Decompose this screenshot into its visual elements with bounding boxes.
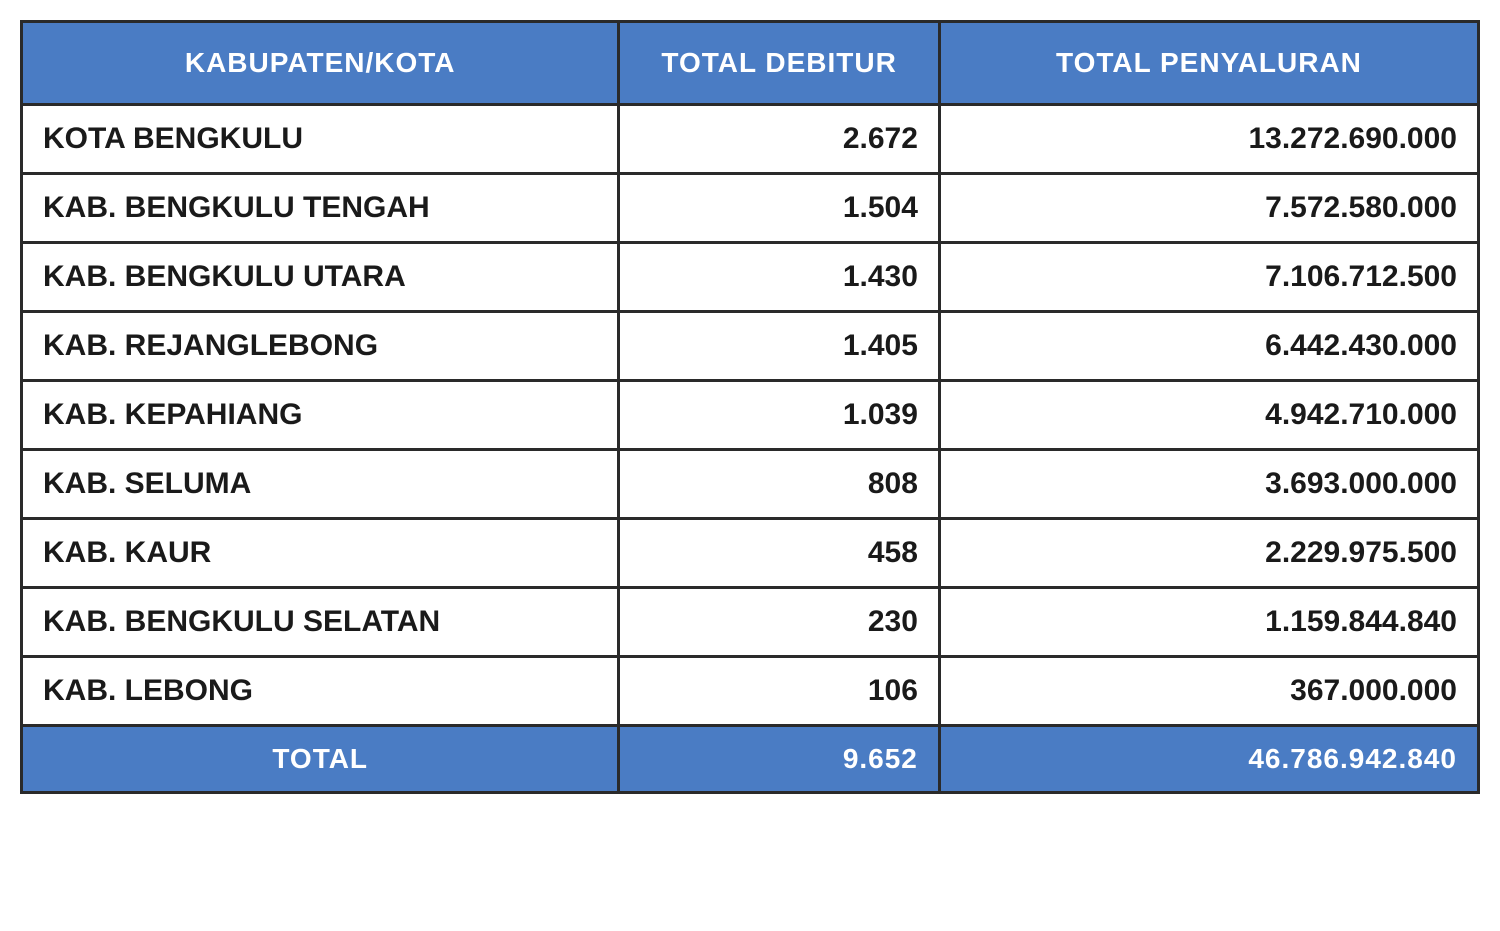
cell-debitur: 106 [619,657,940,726]
cell-debitur: 1.405 [619,312,940,381]
table-row: KAB. SELUMA 808 3.693.000.000 [22,450,1479,519]
table-row: KAB. REJANGLEBONG 1.405 6.442.430.000 [22,312,1479,381]
cell-region: KAB. KEPAHIANG [22,381,619,450]
cell-region: KOTA BENGKULU [22,105,619,174]
total-penyaluran: 46.786.942.840 [939,726,1478,793]
cell-region: KAB. KAUR [22,519,619,588]
cell-region: KAB. BENGKULU TENGAH [22,174,619,243]
table-row: KAB. BENGKULU UTARA 1.430 7.106.712.500 [22,243,1479,312]
cell-penyaluran: 4.942.710.000 [939,381,1478,450]
cell-penyaluran: 7.572.580.000 [939,174,1478,243]
table-row: KAB. LEBONG 106 367.000.000 [22,657,1479,726]
header-region: KABUPATEN/KOTA [22,22,619,105]
cell-debitur: 2.672 [619,105,940,174]
cell-debitur: 458 [619,519,940,588]
cell-debitur: 1.430 [619,243,940,312]
table-row: KAB. BENGKULU SELATAN 230 1.159.844.840 [22,588,1479,657]
table-row: KOTA BENGKULU 2.672 13.272.690.000 [22,105,1479,174]
cell-debitur: 1.039 [619,381,940,450]
cell-region: KAB. BENGKULU SELATAN [22,588,619,657]
cell-penyaluran: 7.106.712.500 [939,243,1478,312]
header-penyaluran: TOTAL PENYALURAN [939,22,1478,105]
total-debitur: 9.652 [619,726,940,793]
cell-region: KAB. BENGKULU UTARA [22,243,619,312]
data-table: KABUPATEN/KOTA TOTAL DEBITUR TOTAL PENYA… [20,20,1480,794]
cell-penyaluran: 6.442.430.000 [939,312,1478,381]
table-header-row: KABUPATEN/KOTA TOTAL DEBITUR TOTAL PENYA… [22,22,1479,105]
table-total-row: TOTAL 9.652 46.786.942.840 [22,726,1479,793]
table-row: KAB. KAUR 458 2.229.975.500 [22,519,1479,588]
cell-region: KAB. SELUMA [22,450,619,519]
header-debitur: TOTAL DEBITUR [619,22,940,105]
table-body: KOTA BENGKULU 2.672 13.272.690.000 KAB. … [22,105,1479,793]
cell-debitur: 1.504 [619,174,940,243]
cell-penyaluran: 2.229.975.500 [939,519,1478,588]
cell-penyaluran: 367.000.000 [939,657,1478,726]
cell-debitur: 230 [619,588,940,657]
cell-penyaluran: 3.693.000.000 [939,450,1478,519]
cell-penyaluran: 1.159.844.840 [939,588,1478,657]
table-header: KABUPATEN/KOTA TOTAL DEBITUR TOTAL PENYA… [22,22,1479,105]
cell-region: KAB. REJANGLEBONG [22,312,619,381]
total-label: TOTAL [22,726,619,793]
cell-debitur: 808 [619,450,940,519]
data-table-container: KABUPATEN/KOTA TOTAL DEBITUR TOTAL PENYA… [20,20,1480,794]
cell-region: KAB. LEBONG [22,657,619,726]
table-row: KAB. KEPAHIANG 1.039 4.942.710.000 [22,381,1479,450]
table-row: KAB. BENGKULU TENGAH 1.504 7.572.580.000 [22,174,1479,243]
cell-penyaluran: 13.272.690.000 [939,105,1478,174]
